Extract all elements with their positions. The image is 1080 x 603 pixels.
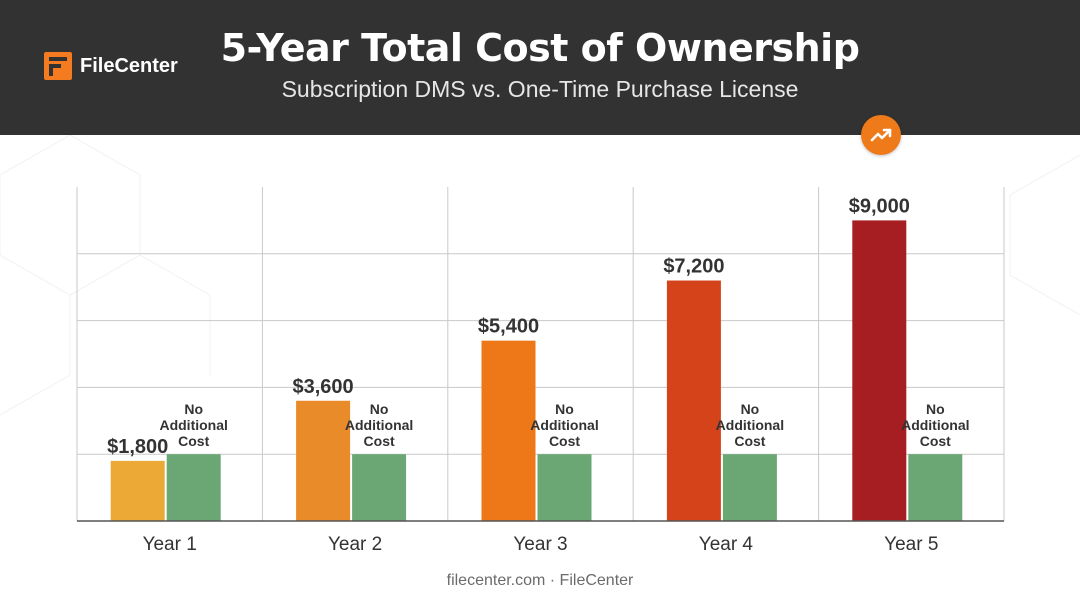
data-label-subscription: $7,200	[663, 256, 724, 278]
data-label-one-time: No Additional Cost	[530, 401, 598, 449]
bar-one-time	[537, 454, 592, 521]
data-label-subscription: $9,000	[849, 195, 910, 217]
bar-one-time	[908, 454, 963, 521]
bar-one-time	[352, 454, 407, 521]
x-tick-label: Year 2	[328, 534, 382, 555]
x-tick-label: Year 3	[513, 534, 567, 555]
filecenter-logo-icon	[44, 52, 72, 80]
data-label-subscription: $1,800	[107, 436, 168, 458]
page-title: 5-Year Total Cost of Ownership	[220, 26, 860, 70]
header-banner: FileCenter 5-Year Total Cost of Ownershi…	[0, 0, 1080, 135]
bar-one-time	[166, 454, 221, 521]
background-pattern	[0, 135, 1080, 416]
brand-logo: FileCenter	[44, 52, 178, 80]
page-subtitle: Subscription DMS vs. One-Time Purchase L…	[281, 76, 799, 102]
bar-subscription	[481, 340, 536, 521]
bar-one-time	[722, 454, 777, 521]
data-label-one-time: No Additional Cost	[716, 401, 784, 449]
data-label-subscription: $5,400	[478, 316, 539, 338]
data-label-subscription: $3,600	[293, 376, 354, 398]
bar-subscription	[110, 460, 165, 521]
data-label-one-time: No Additional Cost	[345, 401, 413, 449]
bar-subscription	[296, 400, 351, 521]
brand-name: FileCenter	[80, 54, 178, 77]
data-label-one-time: No Additional Cost	[901, 401, 969, 449]
bar-subscription	[666, 280, 721, 521]
bar-subscription	[852, 220, 907, 521]
footer-credit: filecenter.com · FileCenter	[446, 572, 634, 589]
data-label-one-time: No Additional Cost	[159, 401, 227, 449]
trending-up-icon	[870, 128, 892, 142]
x-tick-label: Year 4	[699, 534, 754, 555]
x-tick-label: Year 5	[884, 534, 938, 555]
x-tick-label: Year 1	[143, 534, 197, 555]
trend-badge	[861, 115, 901, 155]
